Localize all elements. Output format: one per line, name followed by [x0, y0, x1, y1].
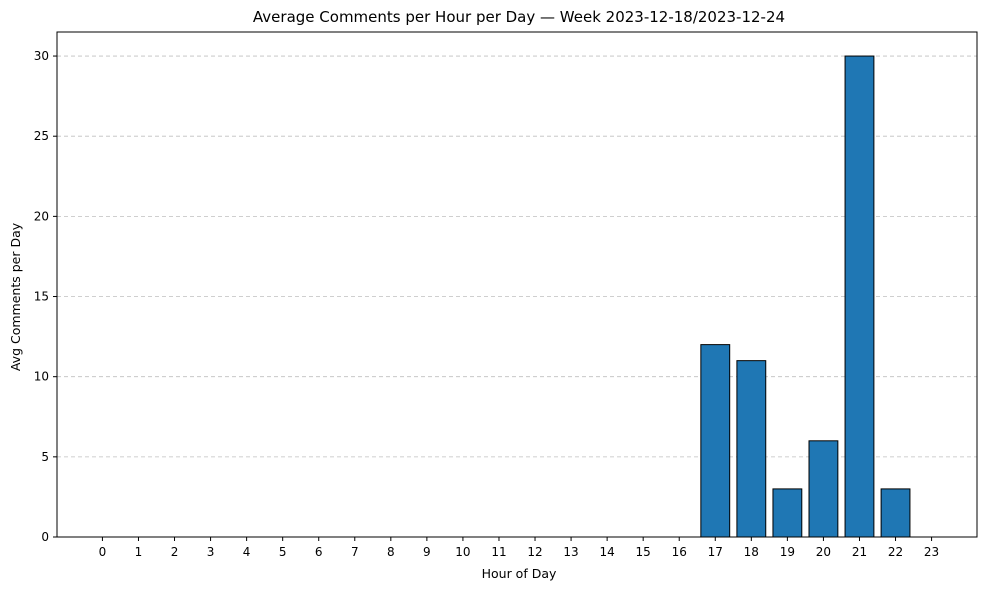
x-tick-label: 16 — [672, 545, 687, 559]
bar-hour-22 — [880, 488, 911, 538]
x-tick-label: 14 — [599, 545, 614, 559]
x-tick-label: 9 — [423, 545, 431, 559]
x-tick-label: 2 — [171, 545, 179, 559]
bar-hour-17 — [700, 344, 731, 538]
chart-title: Average Comments per Hour per Day — Week… — [253, 8, 785, 26]
x-tick-label: 18 — [744, 545, 759, 559]
bar-hour-19 — [772, 488, 803, 538]
x-tick-label: 20 — [816, 545, 831, 559]
y-tick-label: 15 — [34, 290, 49, 304]
y-tick-label: 30 — [34, 49, 49, 63]
x-tick-label: 0 — [99, 545, 107, 559]
y-tick-label: 25 — [34, 129, 49, 143]
x-tick-label: 1 — [135, 545, 143, 559]
x-tick-label: 4 — [243, 545, 251, 559]
y-gridlines — [57, 55, 977, 538]
x-tick-label: 17 — [708, 545, 723, 559]
x-axis-label: Hour of Day — [482, 566, 557, 581]
bar-hour-20 — [808, 440, 839, 538]
x-tick-label: 6 — [315, 545, 323, 559]
bar-hour-21 — [844, 55, 875, 538]
x-tick-label: 8 — [387, 545, 395, 559]
x-tick-label: 23 — [924, 545, 939, 559]
x-tick-label: 10 — [455, 545, 470, 559]
x-tick-label: 11 — [491, 545, 506, 559]
y-tick-label: 20 — [34, 209, 49, 223]
plot-frame — [56, 31, 978, 538]
x-tick-label: 12 — [527, 545, 542, 559]
x-axis-ticks: 0 1 2 3 4 5 6 7 8 9 10 11 12 13 14 15 16 17 18 19 20 21 22 23 — [99, 537, 939, 559]
x-tick-label: 13 — [563, 545, 578, 559]
x-tick-label: 5 — [279, 545, 287, 559]
y-tick-label: 0 — [41, 530, 49, 544]
x-tick-label: 19 — [780, 545, 795, 559]
y-axis-label: Avg Comments per Day — [8, 222, 23, 371]
x-tick-label: 21 — [852, 545, 867, 559]
bar-hour-18 — [736, 360, 767, 538]
bars — [700, 55, 911, 538]
x-tick-label: 7 — [351, 545, 359, 559]
y-axis-ticks: 0 5 10 15 20 25 30 — [34, 49, 57, 544]
x-tick-label: 15 — [636, 545, 651, 559]
x-tick-label: 3 — [207, 545, 215, 559]
x-tick-label: 22 — [888, 545, 903, 559]
y-tick-label: 5 — [41, 450, 49, 464]
y-tick-label: 10 — [34, 370, 49, 384]
